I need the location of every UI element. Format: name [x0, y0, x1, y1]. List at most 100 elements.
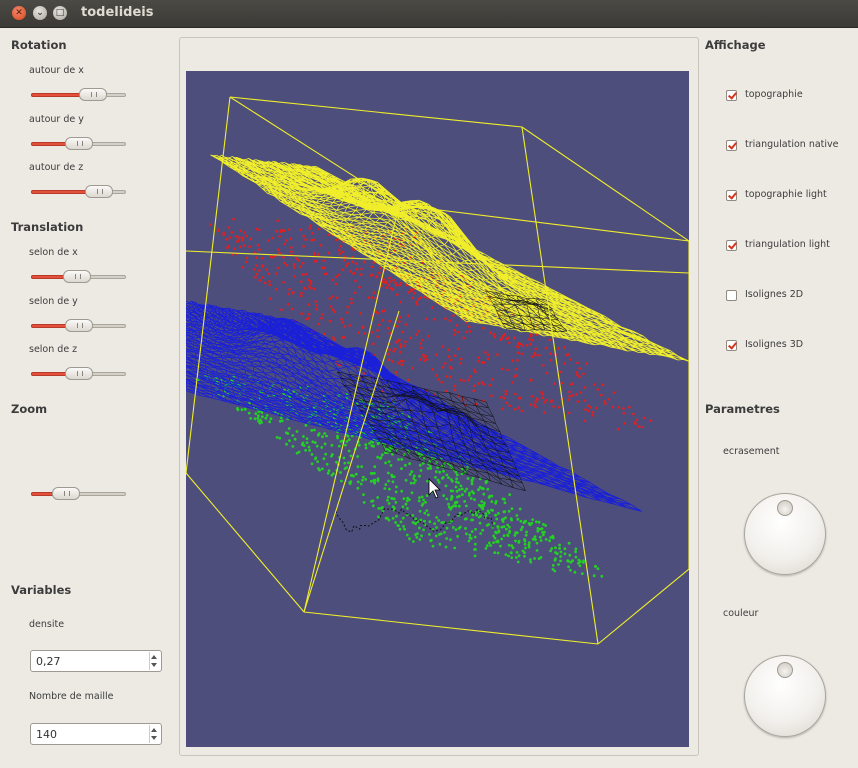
red-point — [467, 378, 470, 382]
green-point — [381, 506, 384, 509]
red-point — [394, 281, 397, 285]
green-point — [521, 549, 525, 553]
red-point — [267, 239, 270, 242]
translation-y-slider[interactable] — [31, 318, 126, 334]
red-point — [370, 331, 374, 334]
maille-spinbox[interactable]: 140 — [30, 723, 162, 745]
maximize-icon[interactable]: □ — [53, 6, 67, 20]
green-point — [305, 437, 309, 440]
slider-handle[interactable] — [84, 185, 113, 198]
red-point — [422, 355, 426, 359]
checkbox-isolignes-3d[interactable] — [726, 340, 737, 351]
red-point — [374, 310, 378, 314]
green-point — [379, 456, 382, 460]
red-point — [513, 407, 517, 411]
rotation-x-label: autour de x — [29, 65, 84, 76]
zoom-slider[interactable] — [31, 486, 126, 502]
red-point — [290, 250, 293, 253]
red-point — [370, 265, 374, 269]
minimize-icon[interactable]: ⌄ — [33, 6, 47, 20]
slider-handle[interactable] — [52, 487, 81, 500]
green-point — [340, 479, 343, 483]
green-point — [465, 487, 468, 491]
green-point — [563, 552, 567, 556]
red-point — [394, 371, 398, 374]
translation-x-slider[interactable] — [31, 269, 126, 285]
slider-handle[interactable] — [64, 137, 93, 150]
checkbox-label[interactable]: topographie — [745, 89, 803, 100]
green-point — [475, 513, 479, 517]
red-point — [230, 231, 234, 234]
slider-handle[interactable] — [63, 270, 92, 283]
slider-handle[interactable] — [79, 88, 108, 101]
checkbox-label[interactable]: Isolignes 3D — [745, 339, 804, 350]
spin-arrows-icon[interactable] — [149, 652, 159, 670]
red-point — [327, 251, 331, 255]
green-point — [420, 495, 424, 499]
red-point — [482, 326, 485, 330]
red-point — [309, 282, 313, 285]
green-point — [260, 411, 264, 414]
red-point — [401, 359, 405, 363]
checkbox-label[interactable]: triangulation native — [745, 139, 839, 150]
red-point — [268, 297, 272, 300]
red-point — [389, 280, 392, 283]
checkbox-triangulation-native[interactable] — [726, 140, 737, 151]
green-point — [536, 529, 540, 533]
red-point — [448, 365, 452, 369]
checkbox-label[interactable]: topographie light — [745, 189, 827, 200]
green-point — [480, 500, 484, 503]
green-point — [519, 519, 523, 523]
red-point — [563, 346, 566, 349]
red-point — [307, 303, 311, 306]
green-point — [571, 559, 574, 562]
red-point — [309, 280, 313, 283]
green-point — [470, 478, 474, 482]
couleur-dial[interactable] — [744, 655, 826, 737]
box-edge — [303, 204, 400, 613]
red-point — [493, 335, 497, 339]
spin-arrows-icon[interactable] — [149, 725, 159, 743]
red-point — [499, 338, 503, 342]
green-point — [507, 543, 511, 547]
green-point — [345, 440, 349, 443]
red-point — [282, 255, 285, 259]
checkbox-isolignes-2d[interactable] — [726, 290, 737, 301]
close-icon[interactable]: ✕ — [12, 6, 26, 20]
green-point — [398, 527, 402, 531]
green-point — [373, 481, 377, 485]
densite-value[interactable]: 0,27 — [36, 655, 61, 668]
rotation-z-slider[interactable] — [31, 184, 126, 200]
checkbox-topographie[interactable] — [726, 90, 737, 101]
translation-z-slider[interactable] — [31, 366, 126, 382]
red-point — [496, 353, 499, 356]
green-point — [359, 482, 363, 486]
slider-handle[interactable] — [64, 367, 93, 380]
checkbox-label[interactable]: Isolignes 2D — [745, 289, 804, 300]
maille-value[interactable]: 140 — [36, 728, 57, 741]
rotation-title: Rotation — [11, 38, 67, 52]
green-point — [388, 487, 391, 491]
red-point — [256, 243, 260, 247]
red-point — [339, 244, 343, 248]
red-point — [568, 394, 571, 398]
3d-viewport[interactable] — [184, 71, 690, 747]
slider-handle[interactable] — [64, 319, 93, 332]
red-point — [245, 256, 249, 260]
green-point — [529, 560, 533, 564]
green-point — [349, 474, 353, 477]
rotation-x-slider[interactable] — [31, 87, 126, 103]
densite-spinbox[interactable]: 0,27 — [30, 650, 162, 672]
checkbox-label[interactable]: triangulation light — [745, 239, 830, 250]
ecrasement-dial[interactable] — [744, 493, 826, 575]
rotation-y-slider[interactable] — [31, 136, 126, 152]
green-point — [390, 496, 394, 500]
green-point — [343, 467, 347, 470]
checkbox-topographie-light[interactable] — [726, 190, 737, 201]
red-point — [338, 252, 342, 255]
checkbox-triangulation-light[interactable] — [726, 240, 737, 251]
red-point — [367, 296, 371, 299]
red-point — [575, 371, 578, 374]
3d-scene[interactable] — [184, 71, 690, 747]
ecrasement-label: ecrasement — [723, 446, 780, 457]
